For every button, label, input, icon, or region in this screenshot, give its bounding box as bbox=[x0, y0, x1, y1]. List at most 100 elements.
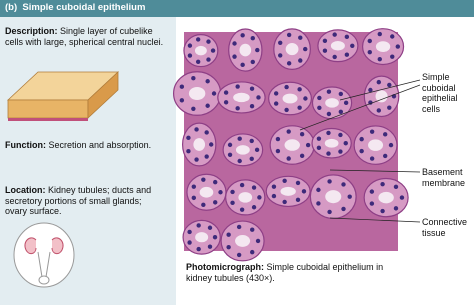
tissue-shape bbox=[316, 187, 321, 193]
tissue-shape bbox=[341, 206, 346, 212]
tissue-shape bbox=[377, 56, 382, 62]
tissue-shape bbox=[195, 232, 209, 243]
tissue-shape bbox=[240, 33, 245, 38]
tissue-shape bbox=[301, 189, 307, 194]
location: Location: Kidney tubules; ducts and secr… bbox=[5, 185, 165, 217]
callout: Simple cuboidal epithelial cells bbox=[422, 72, 458, 114]
caption: Photomicrograph: Simple cuboidal epithel… bbox=[186, 262, 401, 283]
tissue-shape bbox=[191, 76, 196, 81]
tissue-shape bbox=[295, 180, 301, 186]
tissue-shape bbox=[196, 223, 201, 228]
tissue-shape bbox=[195, 59, 201, 65]
tissue-shape bbox=[326, 130, 331, 136]
tissue-shape bbox=[249, 86, 255, 91]
tissue-shape bbox=[223, 100, 229, 105]
tissue-shape bbox=[284, 107, 289, 113]
text: Simple cuboidal epithelium in kidney tub… bbox=[186, 262, 384, 283]
tissue-shape bbox=[257, 195, 262, 200]
tissue-shape bbox=[207, 244, 213, 249]
tissue-shape bbox=[235, 234, 251, 247]
tissue-shape bbox=[237, 136, 242, 141]
tissue-shape bbox=[284, 139, 300, 151]
tissue-shape bbox=[205, 103, 210, 108]
tissue-shape bbox=[317, 105, 322, 111]
tissue-shape bbox=[278, 53, 283, 58]
tissue-shape bbox=[278, 40, 283, 45]
tissue-shape bbox=[237, 158, 242, 164]
tissue-shape bbox=[387, 82, 392, 88]
tissue-shape bbox=[344, 34, 350, 40]
tissue-shape bbox=[194, 45, 207, 56]
tissue-shape bbox=[316, 145, 322, 151]
tissue-shape bbox=[369, 201, 375, 206]
tissue-shape bbox=[368, 87, 373, 93]
description: Description: Single layer of cubelike ce… bbox=[5, 26, 165, 47]
tissue-shape bbox=[341, 182, 346, 187]
tissue-shape bbox=[195, 37, 201, 42]
tissue-shape bbox=[254, 147, 260, 153]
tissue-shape bbox=[251, 185, 257, 190]
tissue-shape bbox=[239, 43, 252, 57]
tissue-shape bbox=[286, 129, 291, 134]
tissue-shape bbox=[286, 156, 291, 161]
tissue-shape bbox=[383, 153, 388, 159]
tissue-shape bbox=[330, 41, 345, 51]
text: Secretion and absorption. bbox=[48, 140, 152, 150]
tissue-shape bbox=[232, 41, 237, 46]
tissue-shape bbox=[327, 209, 332, 215]
tissue-shape bbox=[378, 191, 394, 204]
tissue-shape bbox=[297, 105, 302, 110]
tissue-shape bbox=[350, 43, 355, 48]
header-title: (b) Simple cuboidal epithelium bbox=[5, 2, 146, 13]
tissue-shape bbox=[317, 95, 322, 101]
tissue-shape bbox=[204, 154, 209, 159]
tissue-shape bbox=[275, 136, 281, 142]
tissue-shape bbox=[390, 54, 395, 59]
tissue-shape bbox=[212, 235, 218, 240]
tissue-shape bbox=[284, 84, 289, 90]
tissue-shape bbox=[213, 179, 218, 185]
tissue-shape bbox=[369, 129, 375, 134]
label: Description: bbox=[5, 26, 58, 36]
tissue-shape bbox=[298, 58, 303, 63]
tissue-shape bbox=[343, 100, 349, 106]
tissue-shape bbox=[303, 96, 308, 101]
tissue-shape bbox=[199, 186, 214, 198]
tissue-shape bbox=[218, 190, 223, 195]
tissue-shape bbox=[322, 48, 328, 53]
tissue-shape bbox=[196, 246, 201, 252]
tissue-shape bbox=[338, 109, 344, 114]
tissue-shape bbox=[299, 131, 305, 137]
tissue-shape bbox=[235, 145, 250, 155]
tissue-shape bbox=[191, 106, 196, 111]
tissue-shape bbox=[305, 142, 311, 148]
tissue-shape bbox=[286, 32, 292, 38]
tissue-shape bbox=[187, 43, 193, 48]
tissue-shape bbox=[382, 132, 388, 137]
tissue-shape bbox=[239, 182, 245, 188]
tissue-shape bbox=[249, 156, 254, 161]
tissue-shape bbox=[322, 38, 328, 44]
function: Function: Secretion and absorption. bbox=[5, 140, 170, 151]
tissue-shape bbox=[236, 224, 242, 230]
tissue-shape bbox=[249, 138, 254, 144]
tissue-shape bbox=[201, 177, 206, 182]
tissue-shape bbox=[298, 35, 303, 40]
tissue-shape bbox=[273, 101, 279, 106]
tissue-shape bbox=[295, 197, 301, 203]
tissue-shape bbox=[250, 59, 255, 65]
tissue-shape bbox=[393, 184, 399, 190]
label: Photomicrograph: bbox=[186, 262, 264, 272]
tissue-shape bbox=[271, 184, 277, 189]
tissue-shape bbox=[393, 206, 399, 211]
tissue-shape bbox=[188, 86, 206, 101]
tissue-shape bbox=[388, 142, 394, 148]
tissue-shape bbox=[297, 87, 302, 92]
label: Function: bbox=[5, 140, 46, 150]
micrograph bbox=[173, 28, 409, 262]
tissue-shape bbox=[238, 192, 253, 203]
tissue-shape bbox=[326, 151, 331, 156]
tissue-shape bbox=[390, 34, 395, 39]
tissue-shape bbox=[324, 138, 339, 148]
